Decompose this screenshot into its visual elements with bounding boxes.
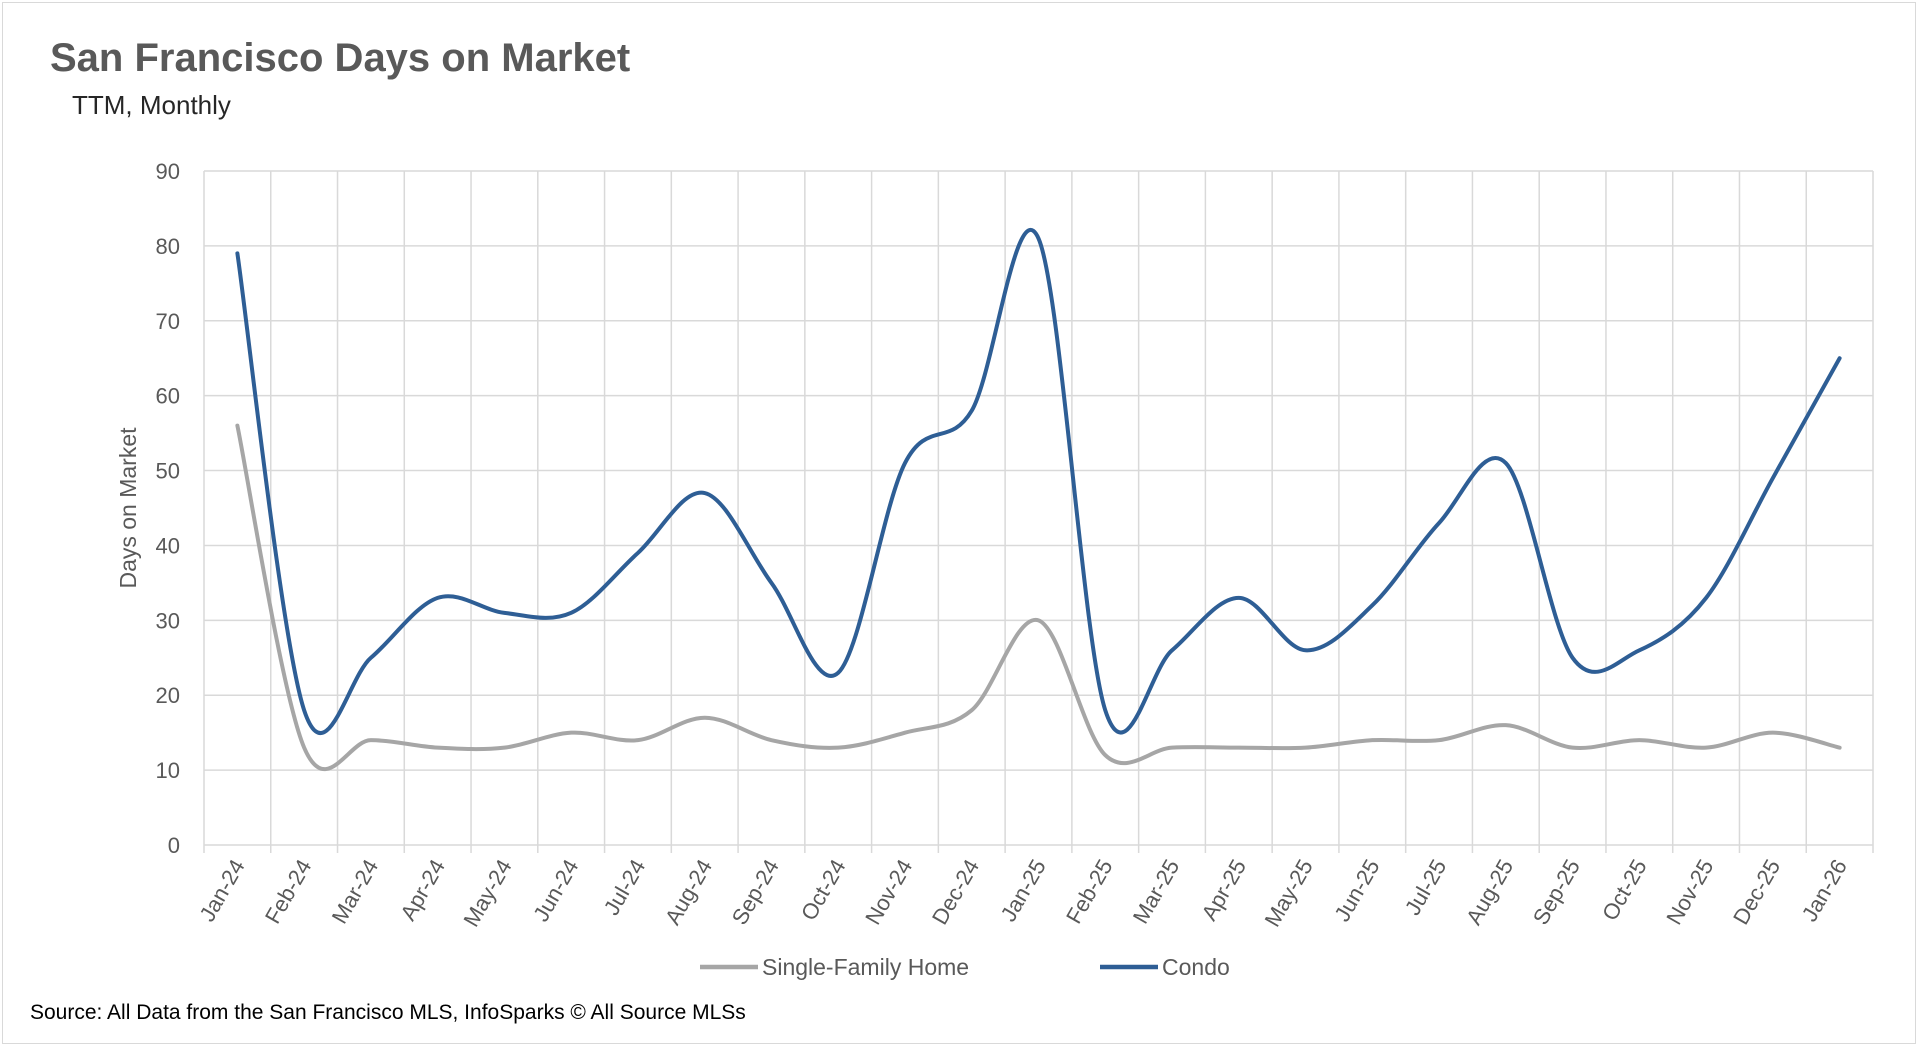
x-tick-label: Jan-25 [996,855,1051,926]
x-tick-label: Aug-25 [1461,855,1518,929]
y-tick-label: 80 [156,234,180,259]
x-tick-label: Feb-25 [1061,855,1118,928]
y-tick-label: 20 [156,683,180,708]
series-line-condo [235,227,1842,735]
x-tick-label: Apr-24 [395,855,450,925]
x-tick-label: Aug-24 [660,855,717,929]
y-tick-label: 70 [156,309,180,334]
x-tick-label: Oct-24 [796,855,851,925]
x-tick-label: Jan-26 [1797,855,1852,926]
x-tick-label: Mar-24 [327,855,383,928]
x-tick-label: Nov-24 [860,855,917,929]
y-axis-label: Days on Market [115,427,141,589]
x-tick-label: Jun-25 [1329,855,1384,926]
x-tick-label: Apr-25 [1196,855,1251,925]
x-tick-label: Nov-25 [1661,855,1718,929]
x-tick-label: Mar-25 [1128,855,1184,928]
legend-label: Single-Family Home [762,954,969,980]
legend-label: Condo [1162,954,1230,980]
y-tick-label: 60 [156,384,180,409]
y-tick-label: 0 [168,833,180,858]
x-tick-label: Jul-25 [1400,855,1452,919]
x-tick-label: Dec-25 [1728,855,1785,929]
x-tick-label: Oct-25 [1597,855,1652,925]
chart-title: San Francisco Days on Market [50,36,631,80]
x-tick-label: Jun-24 [528,855,583,926]
x-tick-label: May-24 [458,855,516,931]
x-tick-label: Sep-25 [1528,855,1585,929]
series-line-single-family-home [235,423,1842,771]
x-tick-label: Jul-24 [599,855,651,919]
y-tick-label: 90 [156,159,180,184]
y-tick-label: 10 [156,758,180,783]
x-tick-label: Feb-24 [260,855,317,928]
y-tick-label: 50 [156,459,180,484]
y-tick-label: 40 [156,533,180,558]
x-tick-label: May-25 [1260,855,1318,931]
source-note: Source: All Data from the San Francisco … [30,1001,746,1024]
x-tick-label: Dec-24 [927,855,984,929]
x-tick-label: Sep-24 [727,855,784,929]
x-tick-label: Jan-24 [194,855,249,926]
chart-subtitle: TTM, Monthly [72,90,231,120]
y-tick-label: 30 [156,608,180,633]
